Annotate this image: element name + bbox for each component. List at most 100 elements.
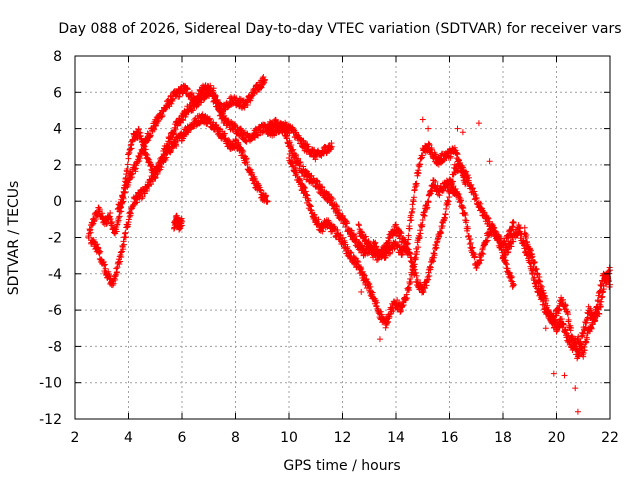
track-b-point [96, 250, 103, 257]
track-c-point [215, 102, 222, 109]
track-f-point [442, 211, 449, 218]
track-a-point [184, 86, 191, 93]
x-tick-label: 12 [334, 430, 352, 446]
track-a-point [188, 90, 195, 97]
track-c-point [161, 152, 168, 159]
track-c-point [120, 198, 127, 205]
track-d-point [410, 194, 417, 201]
track-c-point [222, 115, 229, 122]
outlier-point [550, 370, 557, 377]
x-tick-label: 4 [124, 430, 133, 446]
x-tick-label: 10 [280, 430, 298, 446]
track-b-point [97, 248, 104, 255]
y-axis-label: SDTVAR / TECUs [6, 181, 22, 296]
track-b-point [225, 136, 232, 143]
track-b-point [173, 142, 180, 149]
track-c-point [219, 108, 226, 115]
track-e-point [473, 264, 480, 271]
y-tick-label: 2 [53, 158, 62, 174]
track-a-point [261, 76, 268, 83]
track-c-point [243, 138, 250, 145]
track-c-point [117, 204, 124, 211]
track-a-point [154, 118, 161, 125]
track-c-point [212, 92, 219, 99]
track-c-point [152, 175, 159, 182]
x-tick-label: 14 [387, 430, 405, 446]
track-b-point [257, 187, 264, 194]
outlier-point [454, 125, 461, 132]
track-c-point [210, 85, 217, 92]
track-b-point [117, 258, 124, 265]
track-d-point [409, 205, 416, 212]
track-c-point [156, 162, 163, 169]
track-f-point [355, 222, 362, 229]
track-h-point [521, 224, 528, 231]
track-a-point [176, 93, 183, 100]
outlier-point [572, 385, 579, 392]
outlier-point [358, 288, 365, 295]
outlier-point [486, 158, 493, 165]
track-b-point [110, 280, 117, 287]
track-b-point [210, 119, 217, 126]
track-a-point [109, 218, 116, 225]
axis-ticks: 2 4 6 8 10 12 14 16 18 20 22 -12 -10 -8 -6 -4 -2 0 2 4 6 8 [39, 49, 619, 446]
data-marks [85, 73, 613, 415]
x-tick-label: 6 [178, 430, 187, 446]
track-b-point [102, 265, 109, 272]
x-tick-label: 18 [494, 430, 512, 446]
track-a-point [136, 155, 143, 162]
track-c-point [128, 145, 135, 152]
track-b-point [120, 241, 127, 248]
track-c-point [124, 161, 131, 168]
track-b-point [221, 130, 228, 137]
track-a-point [96, 206, 103, 213]
track-b-point [122, 234, 129, 241]
outlier-point [561, 372, 568, 379]
track-c-point [180, 117, 187, 124]
track-c-point [238, 127, 245, 134]
x-tick-label: 8 [231, 430, 240, 446]
y-tick-label: -6 [48, 303, 62, 319]
track-b-point [118, 254, 125, 261]
track-a-point [170, 95, 177, 102]
track-e-point [436, 192, 443, 199]
y-tick-label: 8 [53, 49, 62, 65]
track-a-point [136, 157, 143, 164]
track-b-point [263, 193, 270, 200]
track-b-point [139, 193, 146, 200]
track-a-point [147, 132, 154, 139]
track-c-point [238, 127, 245, 134]
track-h-point [565, 316, 572, 323]
y-tick-label: -4 [48, 267, 62, 283]
track-d-point [408, 217, 415, 224]
outlier-point [542, 325, 549, 332]
track-d-point [406, 225, 413, 232]
y-tick-label: -12 [39, 412, 62, 428]
y-tick-label: 6 [53, 85, 62, 101]
track-a-point [87, 229, 94, 236]
chart-title: Day 088 of 2026, Sidereal Day-to-day VTE… [58, 21, 621, 37]
track-a-point [151, 126, 158, 133]
track-b-point [120, 246, 127, 253]
x-tick-label: 16 [441, 430, 459, 446]
track-b-point [247, 166, 254, 173]
track-a-point [145, 137, 152, 144]
outlier-point [574, 408, 581, 415]
track-c-point [141, 143, 148, 150]
track-b-point [125, 216, 132, 223]
x-axis-label: GPS time / hours [283, 458, 400, 474]
track-b-point [264, 198, 271, 205]
track-a-point [258, 84, 265, 91]
track-b-point [101, 261, 108, 268]
track-c-point [255, 132, 262, 139]
track-c-point [172, 126, 179, 133]
outlier-point [376, 336, 383, 343]
track-a-point [244, 101, 251, 108]
y-tick-label: -8 [48, 339, 62, 355]
track-a-point [113, 228, 120, 235]
x-tick-label: 20 [548, 430, 566, 446]
outlier-point [459, 129, 466, 136]
y-tick-label: 4 [53, 122, 62, 138]
track-d-point [409, 208, 416, 215]
